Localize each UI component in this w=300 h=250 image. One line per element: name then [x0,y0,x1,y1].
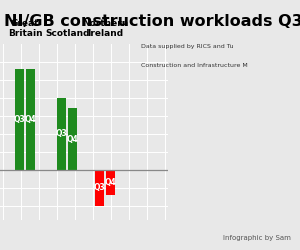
Text: Northern
Ireland: Northern Ireland [82,19,128,38]
Text: Construction and Infrastructure M: Construction and Infrastructure M [141,63,248,68]
Bar [57,98,66,170]
Text: Q3: Q3 [94,183,105,192]
Text: Q4: Q4 [105,178,116,187]
Text: Great
Britain: Great Britain [8,19,43,38]
Text: Q4: Q4 [67,134,79,143]
Bar [106,170,115,195]
Text: Q3: Q3 [14,115,26,124]
Text: Q4: Q4 [25,115,37,124]
Bar [95,170,104,205]
Bar [26,69,35,170]
Text: Q3: Q3 [56,129,68,138]
Text: Scotland: Scotland [45,29,89,38]
Bar [15,69,24,170]
Text: NI/GB construction workloads Q3/Q4 20: NI/GB construction workloads Q3/Q4 20 [4,14,300,29]
Text: Infographic by Sam: Infographic by Sam [223,235,291,241]
Text: Data supplied by RICS and Tu: Data supplied by RICS and Tu [141,44,234,49]
Bar [68,108,77,170]
